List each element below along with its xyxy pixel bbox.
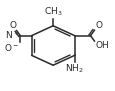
Text: O: O bbox=[94, 21, 101, 30]
Text: OH: OH bbox=[94, 41, 108, 50]
Text: CH$_3$: CH$_3$ bbox=[43, 6, 62, 18]
Text: N$^+$: N$^+$ bbox=[5, 30, 20, 41]
Text: NH$_2$: NH$_2$ bbox=[65, 62, 83, 75]
Text: O: O bbox=[9, 21, 16, 30]
Text: O$^-$: O$^-$ bbox=[4, 42, 19, 53]
